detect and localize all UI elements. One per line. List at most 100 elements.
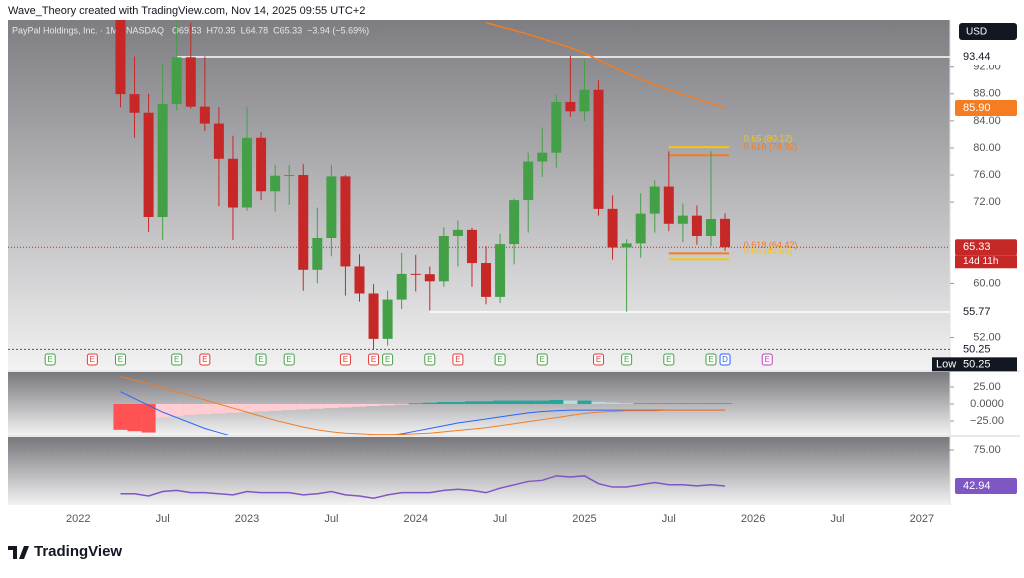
- event-marker: [719, 353, 731, 366]
- price-box-label: 65.33: [963, 241, 991, 253]
- rsi-pane: [8, 437, 950, 505]
- candle-body: [242, 137, 253, 208]
- histogram-bar: [296, 403, 311, 410]
- candle-body: [495, 244, 506, 297]
- price-box: [955, 477, 1017, 494]
- y-tick-label: 76.00: [973, 169, 1001, 181]
- y-tick-label: 72.00: [973, 196, 1001, 208]
- x-tick-label: 2025: [572, 513, 596, 525]
- ohlc-value: O69.53: [172, 25, 202, 35]
- event-marker: [494, 353, 506, 366]
- histogram-bar: [718, 403, 733, 404]
- x-tick-label: Jul: [830, 513, 844, 525]
- pane-layer: 0.65 (80.12)0.618 (78.92) 0.618 (64.42)0.…: [8, 20, 950, 350]
- fib-label: 0.618 (78.92): [744, 142, 798, 152]
- price-box-label: 85.90: [963, 102, 991, 114]
- fib-label: 0.65 (80.12): [744, 134, 793, 144]
- event-marker: [761, 353, 773, 366]
- event-label: E: [624, 355, 629, 364]
- event-label: E: [287, 355, 292, 364]
- y-tick-label: 88.00: [973, 88, 1001, 100]
- x-tick-label: 2022: [66, 513, 90, 525]
- candle-body: [579, 89, 590, 112]
- event-marker: [86, 353, 98, 366]
- candle-body: [677, 215, 688, 224]
- histogram-bar: [521, 400, 536, 404]
- candle-body: [635, 213, 646, 244]
- event-marker: [705, 353, 717, 366]
- histogram-bar: [338, 403, 353, 408]
- histogram-bar: [563, 400, 578, 404]
- histogram-bar: [366, 403, 381, 407]
- price-box-label: 42.94: [963, 480, 991, 492]
- event-label: E: [48, 355, 53, 364]
- candle-body: [649, 186, 660, 214]
- histogram-bar: [422, 402, 437, 404]
- histogram-bar: [591, 401, 606, 404]
- x-tick-label: Jul: [662, 513, 676, 525]
- price-box: [955, 239, 1017, 256]
- logo-icon: [8, 546, 29, 559]
- event-label: E: [596, 355, 601, 364]
- y-tick-label: 75.00: [973, 444, 1001, 456]
- histogram-bar: [450, 401, 465, 404]
- histogram-bar: [633, 403, 648, 404]
- ohlc-value: L64.78: [241, 25, 269, 35]
- candle-body: [312, 237, 323, 270]
- event-label: E: [666, 355, 671, 364]
- candle-body: [326, 176, 337, 238]
- histogram-bar: [619, 403, 634, 404]
- event-marker: [44, 353, 56, 366]
- candle-body: [607, 208, 618, 248]
- price-box-label: 55.77: [963, 306, 991, 318]
- ohlc-value: C65.33: [273, 25, 302, 35]
- histogram-bar: [310, 403, 325, 409]
- price-box: [955, 303, 1017, 320]
- event-marker: [114, 353, 126, 366]
- pane-layer: [8, 449, 950, 500]
- price-box-label: 93.44: [963, 51, 991, 63]
- low-box: [932, 357, 1017, 372]
- candle-body: [410, 273, 421, 275]
- candle-body: [438, 235, 449, 282]
- x-tick-label: Jul: [324, 513, 338, 525]
- candle-body: [523, 161, 534, 201]
- event-label: E: [174, 355, 179, 364]
- logo: TradingView: [8, 543, 122, 560]
- event-label: E: [343, 355, 348, 364]
- event-label: E: [765, 355, 770, 364]
- x-tick-label: Jul: [156, 513, 170, 525]
- event-label: E: [90, 355, 95, 364]
- candle-body: [199, 106, 210, 124]
- rsi-line: [120, 475, 726, 500]
- candle-body: [621, 243, 632, 248]
- candle-body: [354, 266, 365, 294]
- histogram-bar: [380, 403, 395, 406]
- x-tick-label: 2024: [403, 513, 427, 525]
- x-tick-label: 2027: [910, 513, 934, 525]
- histogram-bar: [577, 400, 592, 404]
- histogram-bar: [647, 403, 662, 404]
- candle-body: [270, 175, 281, 192]
- candle-body: [663, 186, 674, 224]
- event-marker: [382, 353, 394, 366]
- histogram-bar: [127, 403, 142, 432]
- histogram-bar: [689, 403, 704, 404]
- event-label: E: [497, 355, 502, 364]
- candle-body: [298, 175, 309, 270]
- histogram-bar: [254, 403, 269, 412]
- signal-line: [120, 376, 726, 435]
- price-box: [955, 100, 1017, 117]
- histogram-bar: [703, 403, 719, 404]
- event-label: E: [708, 355, 713, 364]
- event-label: E: [371, 355, 376, 364]
- candle-body: [396, 273, 407, 300]
- histogram-bar: [605, 402, 620, 404]
- y-tick-label: 60.00: [973, 277, 1001, 289]
- event-marker: [368, 353, 380, 366]
- event-label: E: [540, 355, 545, 364]
- countdown-box: [955, 255, 1017, 269]
- candle-body: [340, 176, 351, 267]
- y-tick-label: 0.0000: [970, 398, 1004, 410]
- event-marker: [171, 353, 183, 366]
